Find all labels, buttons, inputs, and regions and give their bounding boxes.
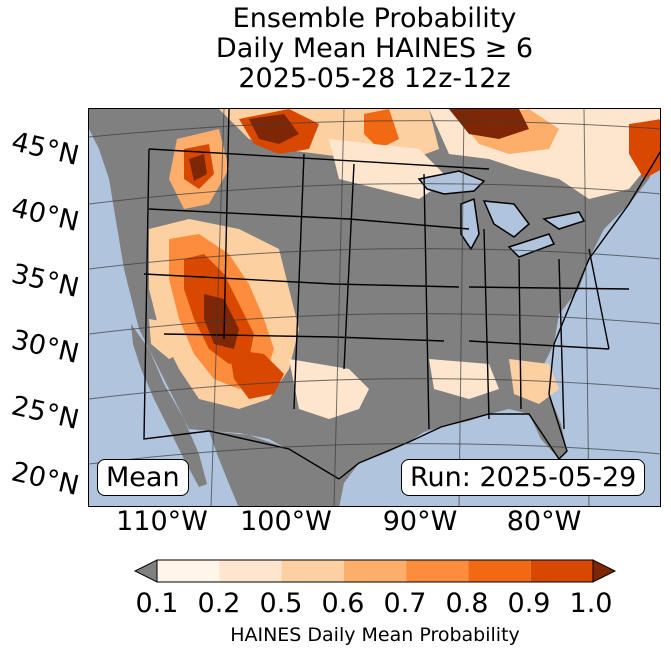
colorbar xyxy=(133,559,617,583)
colorbar-under-arrow xyxy=(133,559,158,583)
map-panel xyxy=(88,108,661,507)
colorbar-tick: 0.5 xyxy=(259,588,303,619)
lon-label-100w: 100°W xyxy=(240,506,332,537)
colorbar-segment xyxy=(406,560,469,582)
colorbar-over-arrow xyxy=(592,559,617,583)
colorbar-segment xyxy=(343,560,407,582)
map-svg xyxy=(89,109,660,506)
lat-label-40: 40°N xyxy=(8,192,82,238)
colorbar-tick: 0.2 xyxy=(197,588,241,619)
lat-label-35: 35°N xyxy=(8,258,82,304)
lat-label-20: 20°N xyxy=(8,456,82,502)
colorbar-segment xyxy=(157,560,220,582)
colorbar-outline xyxy=(156,559,594,583)
graticule xyxy=(89,109,660,506)
lon-label-110w: 110°W xyxy=(116,506,208,537)
colorbar-tick: 1.0 xyxy=(569,588,613,619)
lat-label-25: 25°N xyxy=(8,390,82,436)
title-line-1: Ensemble Probability xyxy=(232,3,517,34)
colorbar-tick: 0.6 xyxy=(321,588,365,619)
state-borders xyxy=(143,109,660,480)
lat-label-30: 30°N xyxy=(8,324,82,370)
lat-label-45: 45°N xyxy=(8,126,82,172)
great-lakes xyxy=(417,170,586,258)
statistic-label: Mean xyxy=(97,459,189,496)
baja-peninsula xyxy=(131,324,207,487)
colorbar-segment xyxy=(468,560,531,582)
map-title: Ensemble Probability Daily Mean HAINES ≥… xyxy=(88,4,661,94)
colorbar-tick: 0.8 xyxy=(445,588,489,619)
colorbar-label: HAINES Daily Mean Probability xyxy=(230,624,520,646)
colorbar-tick: 0.7 xyxy=(383,588,427,619)
lon-label-80w: 80°W xyxy=(506,506,582,537)
lon-label-90w: 90°W xyxy=(382,506,458,537)
title-line-2: Daily Mean HAINES ≥ 6 xyxy=(215,33,534,64)
colorbar-tick: 0.1 xyxy=(135,588,179,619)
title-line-3: 2025-05-28 12z-12z xyxy=(238,63,511,94)
colorbar-segment xyxy=(219,560,282,582)
run-date-label: Run: 2025-05-29 xyxy=(401,459,646,496)
colorbar-segment xyxy=(530,560,593,582)
colorbar-segment xyxy=(281,560,344,582)
colorbar-tick: 0.9 xyxy=(507,588,551,619)
